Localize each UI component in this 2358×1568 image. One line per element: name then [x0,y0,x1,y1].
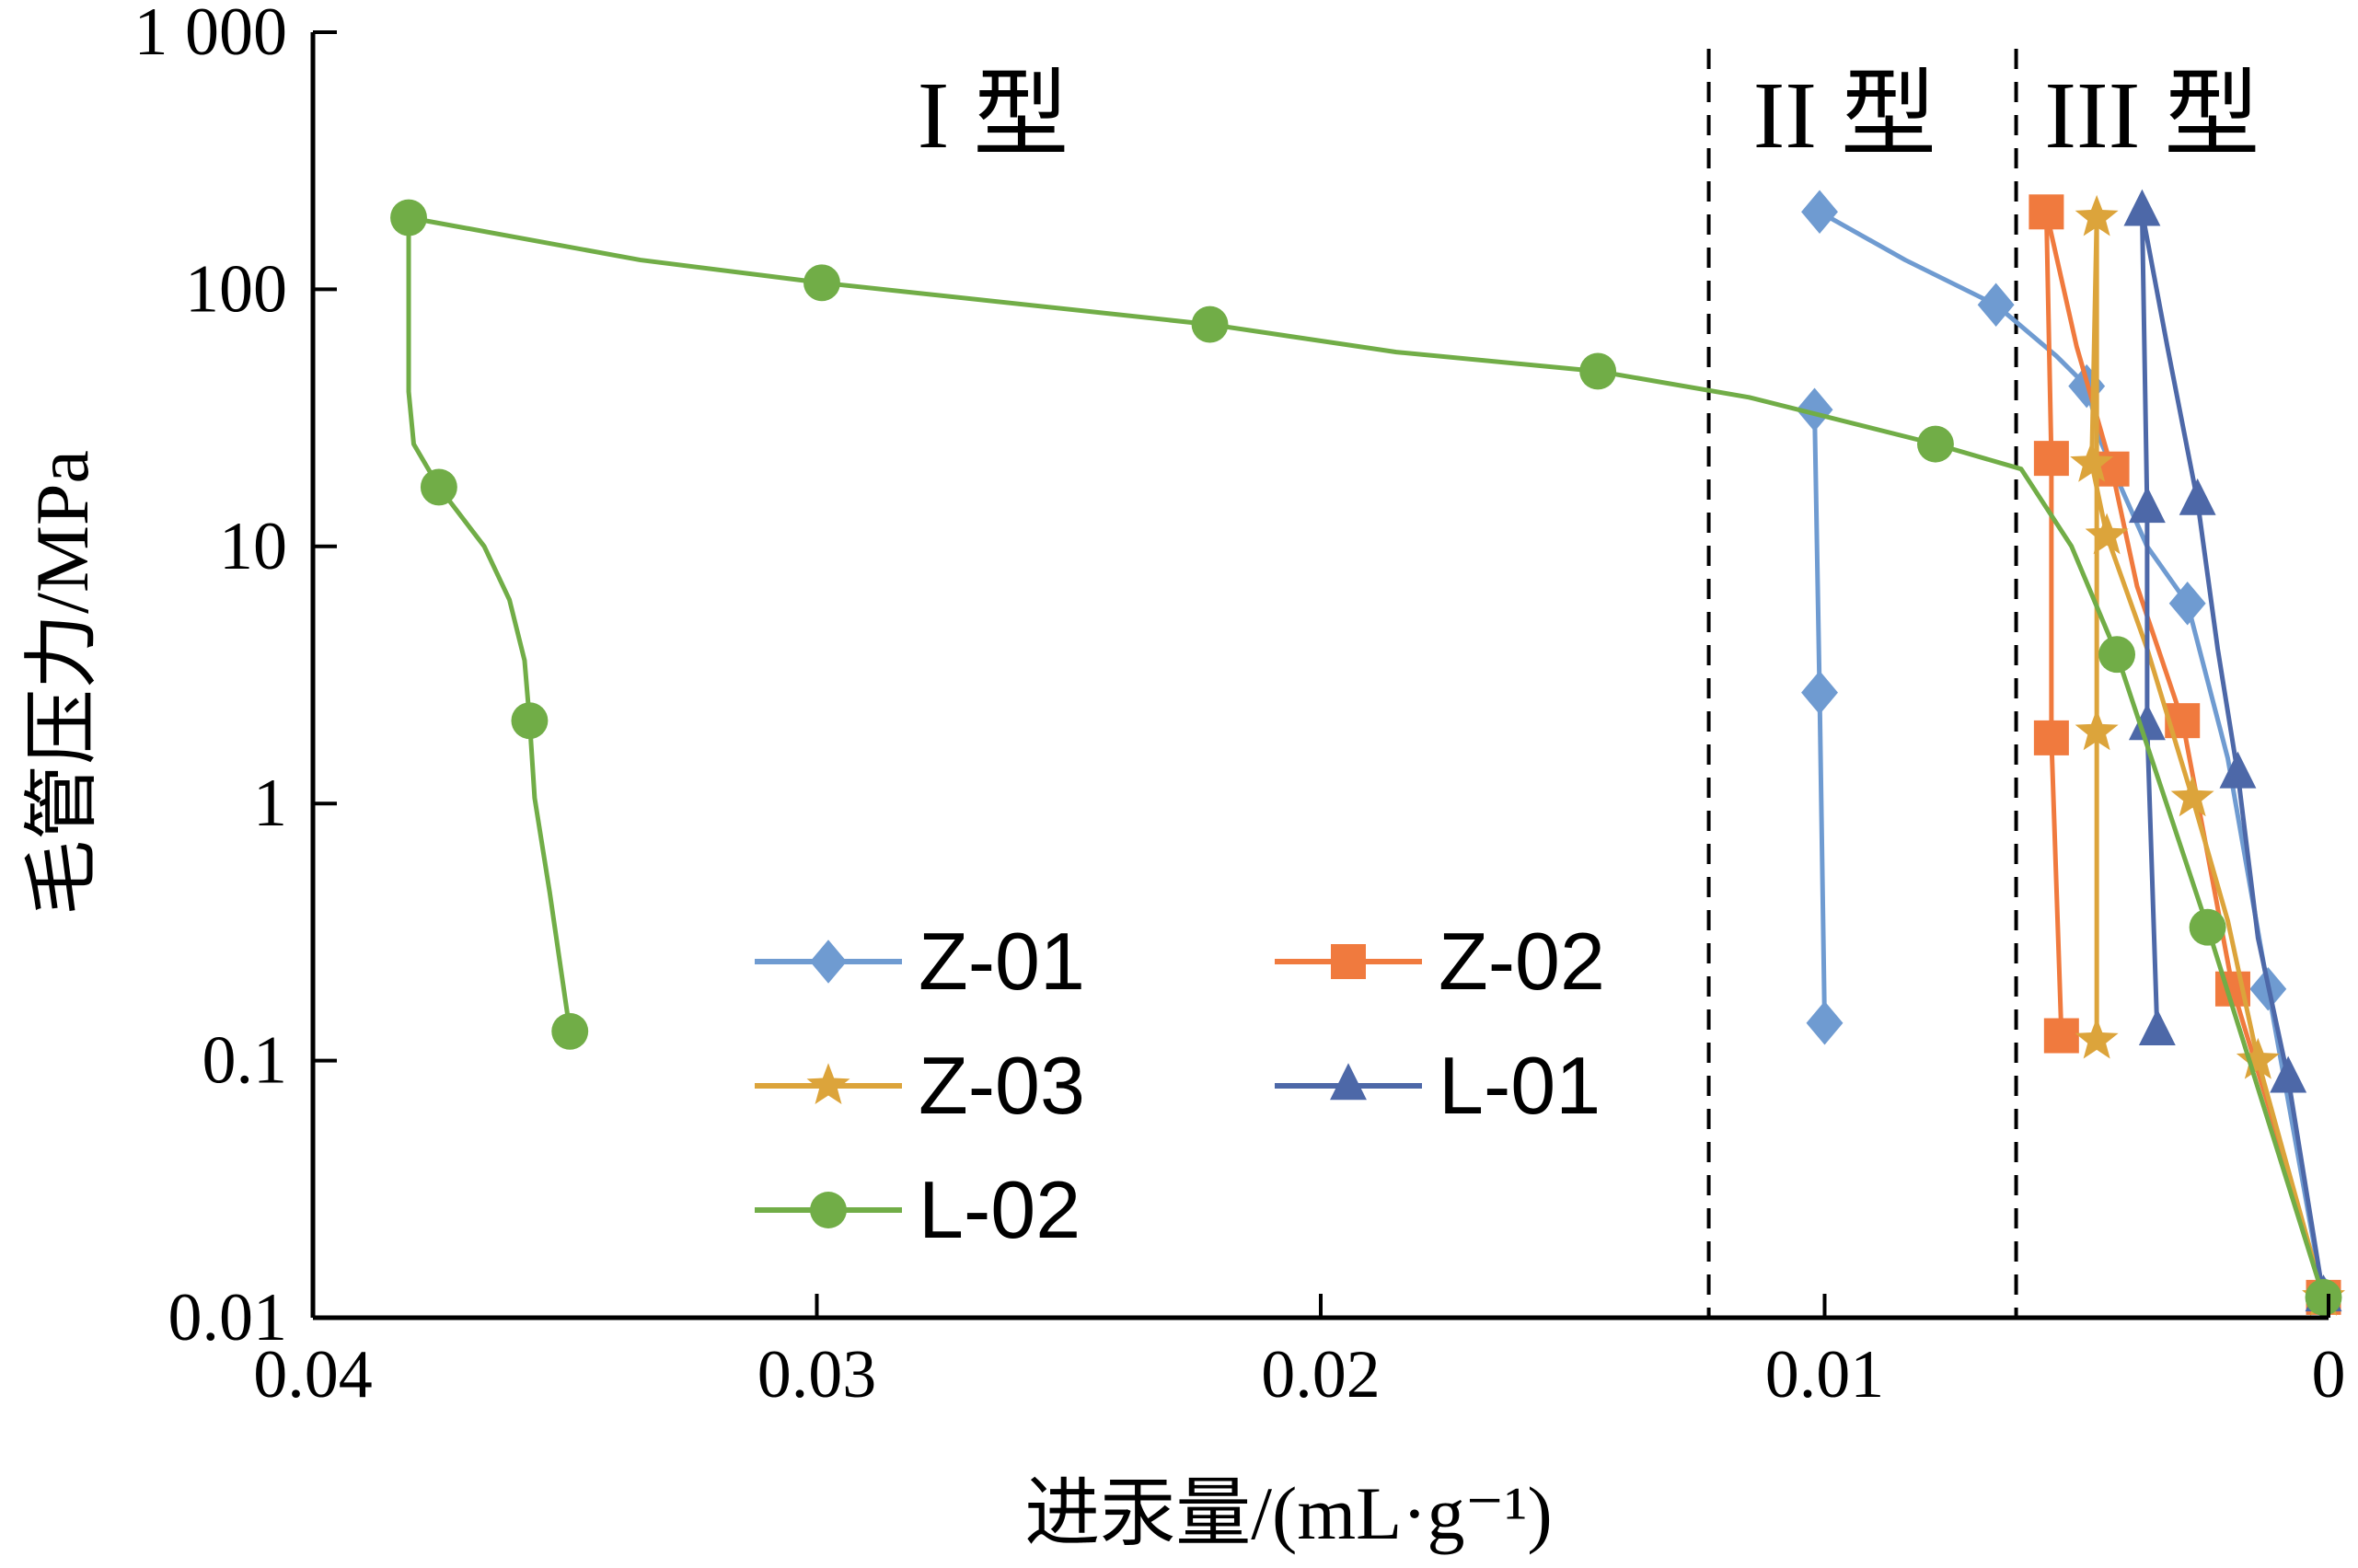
data-point-l-02 [803,264,840,302]
series-line [1812,409,1827,1023]
data-point-z-03 [2075,709,2119,751]
data-point-l-02 [1917,425,1954,463]
axes [310,32,2329,1320]
legend-label: Z-01 [919,916,1085,1007]
x-tick-label: 0.02 [1261,1337,1381,1412]
series-line [2139,211,2326,1298]
data-point-l-02 [1191,306,1229,343]
data-point-l-01 [2138,1009,2176,1045]
data-point-z-03 [2075,194,2119,236]
legend-marker-z-01 [810,940,847,984]
data-point-z-03 [2075,1017,2119,1059]
region-label: II 型 [1753,63,1936,168]
y-tick-label: 10 [219,509,287,584]
data-point-z-03 [2070,441,2114,482]
series-line [2043,212,2064,1036]
data-point-l-01 [2128,486,2166,524]
series-l-01 [2123,189,2342,1312]
legend-label: Z-02 [1439,916,1605,1007]
data-point-l-01 [2123,189,2161,226]
data-point-z-02 [2029,194,2064,230]
data-point-l-02 [551,1012,589,1050]
legend-label: L-01 [1439,1040,1601,1131]
series-l-02 [390,199,2342,1316]
series-line [2139,212,2160,1032]
data-point-l-02 [2189,908,2226,946]
y-tick-label: 1 000 [134,0,288,70]
data-point-z-02 [2033,441,2069,477]
x-tick-label: 0.01 [1765,1337,1885,1412]
data-point-l-02 [2098,636,2135,674]
data-point-z-01 [1801,190,1838,235]
data-point-l-02 [390,199,427,236]
y-axis-title: 毛管压力/MPa [20,450,104,916]
x-axis-title: 进汞量/(mL·g⁻¹) [1024,1471,1552,1555]
x-tick-label: 0.04 [253,1337,373,1412]
y-tick-label: 0.1 [202,1023,288,1099]
series-line [1818,210,2326,1298]
data-point-l-01 [2179,478,2216,515]
y-ticks: 1 000 100 10 1 0.1 0.01 [134,0,337,1355]
legend-marker-l-02 [810,1192,847,1228]
region-label: I 型 [918,63,1069,168]
data-point-l-02 [511,702,549,740]
data-point-z-02 [2043,1018,2079,1054]
x-tick-label: 0.03 [757,1337,877,1412]
data-point-z-03 [2236,1037,2280,1079]
x-tick-label: 0 [2312,1337,2346,1412]
y-tick-label: 0.01 [168,1280,288,1355]
x-ticks: 0.04 0.03 0.02 0.01 0 [253,1294,2346,1412]
data-point-l-02 [2305,1278,2342,1316]
data-point-l-01 [2219,751,2257,789]
region-dividers [1706,49,2018,1318]
legend-label: L-02 [919,1164,1081,1255]
series-line [406,215,2326,1298]
data-point-z-03 [2170,775,2214,817]
data-point-z-01 [1801,670,1838,715]
legend-marker-l-01 [1330,1063,1367,1101]
data-point-l-01 [2128,703,2166,741]
region-label: III 型 [2044,63,2260,168]
data-point-z-01 [1806,1001,1844,1045]
data-point-z-01 [2168,582,2206,626]
legend-label: Z-03 [919,1040,1085,1131]
data-point-l-01 [2270,1055,2307,1093]
legend-marker-z-03 [806,1063,850,1104]
data-point-l-02 [1579,352,1617,390]
series-z-01 [1796,190,2342,1320]
legend: Z-01 Z-02 Z-03 L-01 L-02 [755,916,1605,1255]
data-point-z-03 [2085,513,2129,555]
region-labels: I 型 II 型 III 型 [918,63,2260,168]
y-tick-label: 1 [253,766,287,841]
y-tick-label: 100 [185,251,287,327]
legend-marker-z-02 [1331,944,1366,979]
data-point-z-01 [1977,282,2015,328]
data-point-z-02 [2033,720,2069,755]
data-point-l-02 [420,468,457,506]
series-layer [390,189,2346,1320]
series-z-03 [2070,194,2346,1316]
data-point-z-01 [1796,387,1833,432]
series-line [2089,217,2326,1298]
